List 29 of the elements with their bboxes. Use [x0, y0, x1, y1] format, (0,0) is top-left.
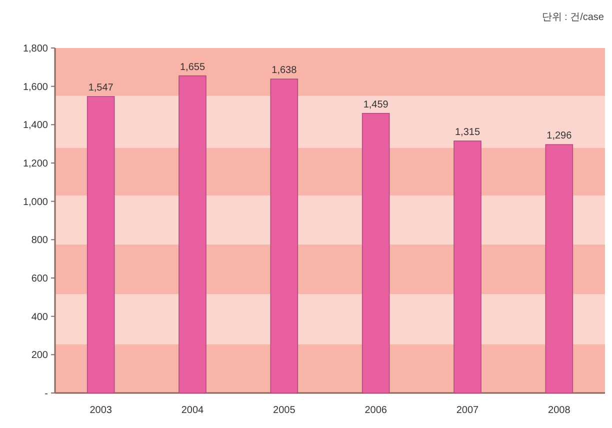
data-label: 1,638: [272, 65, 298, 76]
y-tick-label: 200: [31, 350, 48, 362]
bar: [178, 75, 206, 394]
data-label: 1,315: [454, 126, 480, 138]
y-tick-label: 1,600: [22, 82, 48, 93]
bar: [454, 140, 482, 394]
x-tick-label: 2008: [548, 405, 571, 416]
x-tick-label: 2004: [181, 405, 204, 416]
bar: [545, 144, 574, 394]
data-label: 1,547: [88, 82, 114, 94]
y-tick-label: 1,000: [22, 196, 48, 208]
data-label: 1,296: [546, 130, 572, 142]
bar: [270, 78, 298, 394]
x-tick-label: 2006: [364, 405, 388, 416]
y-tick-label: 600: [31, 274, 48, 284]
y-tick-label: 1,800: [22, 44, 48, 54]
x-tick-label: 2007: [456, 405, 480, 416]
y-tick-label: 1,200: [22, 158, 48, 170]
y-tick-label: 400: [31, 312, 48, 323]
data-label: 1,459: [363, 99, 389, 110]
text: 단위 : 건/case: [542, 12, 604, 23]
y-tick-label: -: [44, 388, 48, 400]
x-tick-label: 2003: [90, 405, 112, 416]
data-label: 1,655: [180, 62, 206, 73]
x-tick-label: 2005: [273, 405, 296, 416]
bar: [86, 96, 115, 394]
y-tick-label: 800: [31, 235, 48, 246]
bar: [362, 112, 390, 394]
y-tick-label: 1,400: [22, 120, 48, 132]
